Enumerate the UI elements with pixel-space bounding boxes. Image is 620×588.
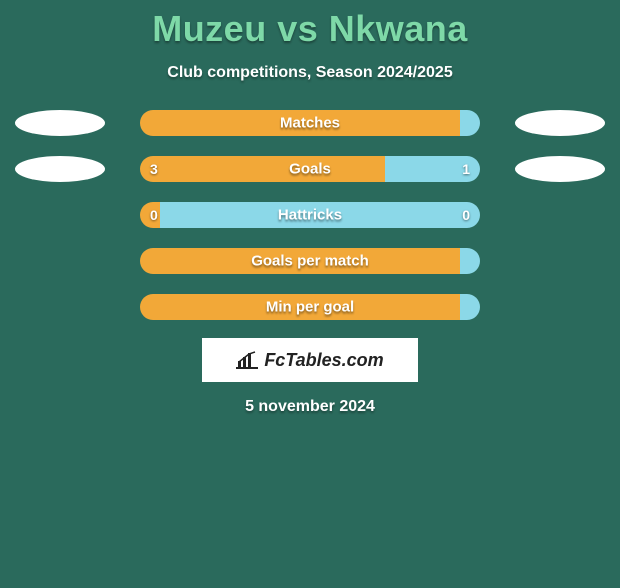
logo-text: FcTables.com [264,350,383,371]
bar-left-segment: 3 [140,156,385,182]
stat-bar: 31Goals [140,156,480,182]
logo-box: FcTables.com [202,338,418,382]
stat-row: Goals per match [0,248,620,274]
stat-row: 00Hattricks [0,202,620,228]
bar-right-segment [460,110,480,136]
stats-rows: Matches 31Goals 00Hattricks Goals per match… [0,110,620,320]
bar-right-segment [460,294,480,320]
left-ellipse [15,110,105,136]
left-ellipse [15,156,105,182]
bar-right-segment: 0 [160,202,480,228]
subtitle: Club competitions, Season 2024/2025 [0,64,620,82]
bar-left-segment [140,294,460,320]
stat-row: Min per goal [0,294,620,320]
date-text: 5 november 2024 [0,398,620,416]
page-title: Muzeu vs Nkwana [0,8,620,50]
stat-bar: 00Hattricks [140,202,480,228]
stat-bar: Min per goal [140,294,480,320]
stat-row: Matches [0,110,620,136]
chart-icon [236,351,258,369]
right-ellipse [515,156,605,182]
stat-bar: Goals per match [140,248,480,274]
stat-row: 31Goals [0,156,620,182]
bar-left-segment [140,110,460,136]
bar-left-segment: 0 [140,202,160,228]
right-ellipse [515,110,605,136]
bar-right-segment [460,248,480,274]
stat-bar: Matches [140,110,480,136]
bar-left-segment [140,248,460,274]
bar-right-segment: 1 [385,156,480,182]
